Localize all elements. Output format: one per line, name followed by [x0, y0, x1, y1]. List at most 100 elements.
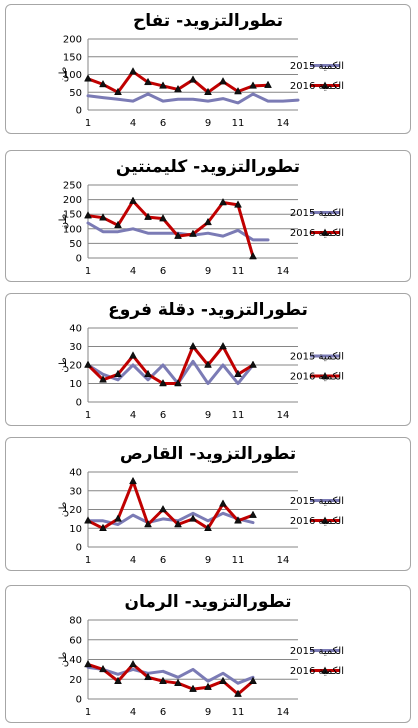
y-tick-label: 150: [63, 210, 82, 221]
data-point: [114, 369, 122, 377]
legend-marker: [321, 372, 329, 379]
data-point: [249, 510, 257, 518]
series-line: [86, 665, 255, 685]
data-point: [219, 676, 227, 684]
x-tick-label: 9: [205, 118, 211, 129]
data-point: [174, 231, 182, 239]
x-tick-label: 11: [232, 707, 245, 718]
legend-label: الكمية 2016: [290, 516, 344, 527]
legend-marker: [321, 81, 329, 88]
y-tick-label: 40: [69, 655, 82, 666]
y-tick-label: 0: [76, 543, 82, 554]
data-point: [129, 476, 137, 485]
x-tick-label: 1: [85, 118, 91, 129]
x-tick-label: 1: [85, 707, 91, 718]
y-tick-label: 0: [76, 695, 82, 706]
chart-panel-5: تطورالتزويد- الرمان 0 20 40 60 80 طن 1 4 6 9 11 14 ا…: [5, 585, 411, 723]
data-point: [249, 81, 257, 89]
y-tick-label: 0: [76, 254, 82, 265]
x-tick-label: 11: [232, 410, 245, 421]
legend-label: الكمية 2016: [290, 666, 344, 677]
data-point: [219, 77, 227, 85]
y-axis-label: طن: [58, 67, 69, 83]
legend-label: الكمية 2016: [290, 372, 344, 383]
series-line: [86, 359, 255, 385]
data-point: [249, 676, 257, 684]
data-point: [159, 504, 167, 513]
y-tick-label: 40: [69, 468, 82, 479]
data-point: [144, 212, 152, 220]
data-point: [129, 67, 137, 75]
chart-title: تطورالتزويد- دقلة فروع: [108, 300, 308, 320]
data-point: [114, 87, 122, 95]
data-point: [84, 516, 92, 524]
legend-label: الكمية 2015: [290, 352, 344, 363]
x-tick-label: 14: [277, 410, 290, 421]
legend-marker: [321, 666, 329, 673]
y-tick-label: 40: [69, 324, 82, 335]
x-tick-label: 1: [85, 555, 91, 566]
data-point: [174, 519, 182, 528]
data-point: [204, 360, 212, 368]
x-tick-label: 14: [277, 266, 290, 277]
x-tick-label: 1: [85, 266, 91, 277]
y-tick-label: 200: [63, 195, 82, 206]
x-tick-label: 6: [160, 555, 166, 566]
data-point: [159, 676, 167, 684]
x-tick-label: 11: [232, 555, 245, 566]
legend-label: الكمية 2016: [290, 81, 344, 92]
series-line: [86, 92, 300, 105]
x-tick-label: 4: [130, 410, 136, 421]
x-tick-label: 4: [130, 266, 136, 277]
data-point: [129, 351, 137, 359]
chart-title: تطورالتزويد- القارص: [119, 444, 297, 464]
x-tick-label: 4: [130, 707, 136, 718]
data-point: [219, 197, 227, 206]
x-tick-label: 9: [205, 410, 211, 421]
x-tick-label: 6: [160, 266, 166, 277]
y-tick-label: 30: [69, 486, 82, 497]
data-point: [234, 369, 242, 377]
x-tick-label: 14: [277, 707, 290, 718]
x-tick-label: 11: [232, 266, 245, 277]
data-point: [99, 213, 107, 221]
data-point: [84, 74, 92, 82]
data-point: [264, 80, 272, 88]
data-point: [84, 211, 92, 219]
data-point: [144, 77, 152, 86]
series-line: [86, 511, 255, 526]
data-point: [144, 672, 152, 681]
x-tick-label: 11: [232, 118, 245, 129]
data-point: [189, 341, 197, 350]
data-point: [129, 196, 137, 204]
legend-label: الكمية 2015: [290, 646, 344, 657]
chart-panel-1: تطورالتزويد- تفاح 0 50 100 150 200 طن 1 4 6 9 11 14…: [5, 4, 411, 134]
data-point: [174, 678, 182, 686]
y-tick-label: 100: [63, 70, 82, 81]
data-point: [249, 360, 257, 368]
y-tick-label: 100: [63, 224, 82, 235]
data-point: [84, 360, 92, 368]
data-point: [189, 229, 197, 237]
y-axis-label: طن: [58, 357, 69, 373]
data-point: [159, 214, 167, 222]
legend-marker: [321, 516, 329, 523]
data-point: [219, 341, 227, 350]
y-tick-label: 30: [69, 342, 82, 353]
data-point: [234, 87, 242, 95]
data-point: [99, 79, 107, 88]
data-point: [204, 87, 212, 95]
x-tick-label: 4: [130, 118, 136, 129]
x-tick-label: 4: [130, 555, 136, 566]
y-tick-label: 20: [69, 675, 82, 686]
y-tick-label: 10: [69, 524, 82, 535]
data-point: [234, 689, 242, 697]
data-point: [189, 684, 197, 692]
data-point: [144, 369, 152, 377]
y-tick-label: 200: [63, 35, 82, 46]
